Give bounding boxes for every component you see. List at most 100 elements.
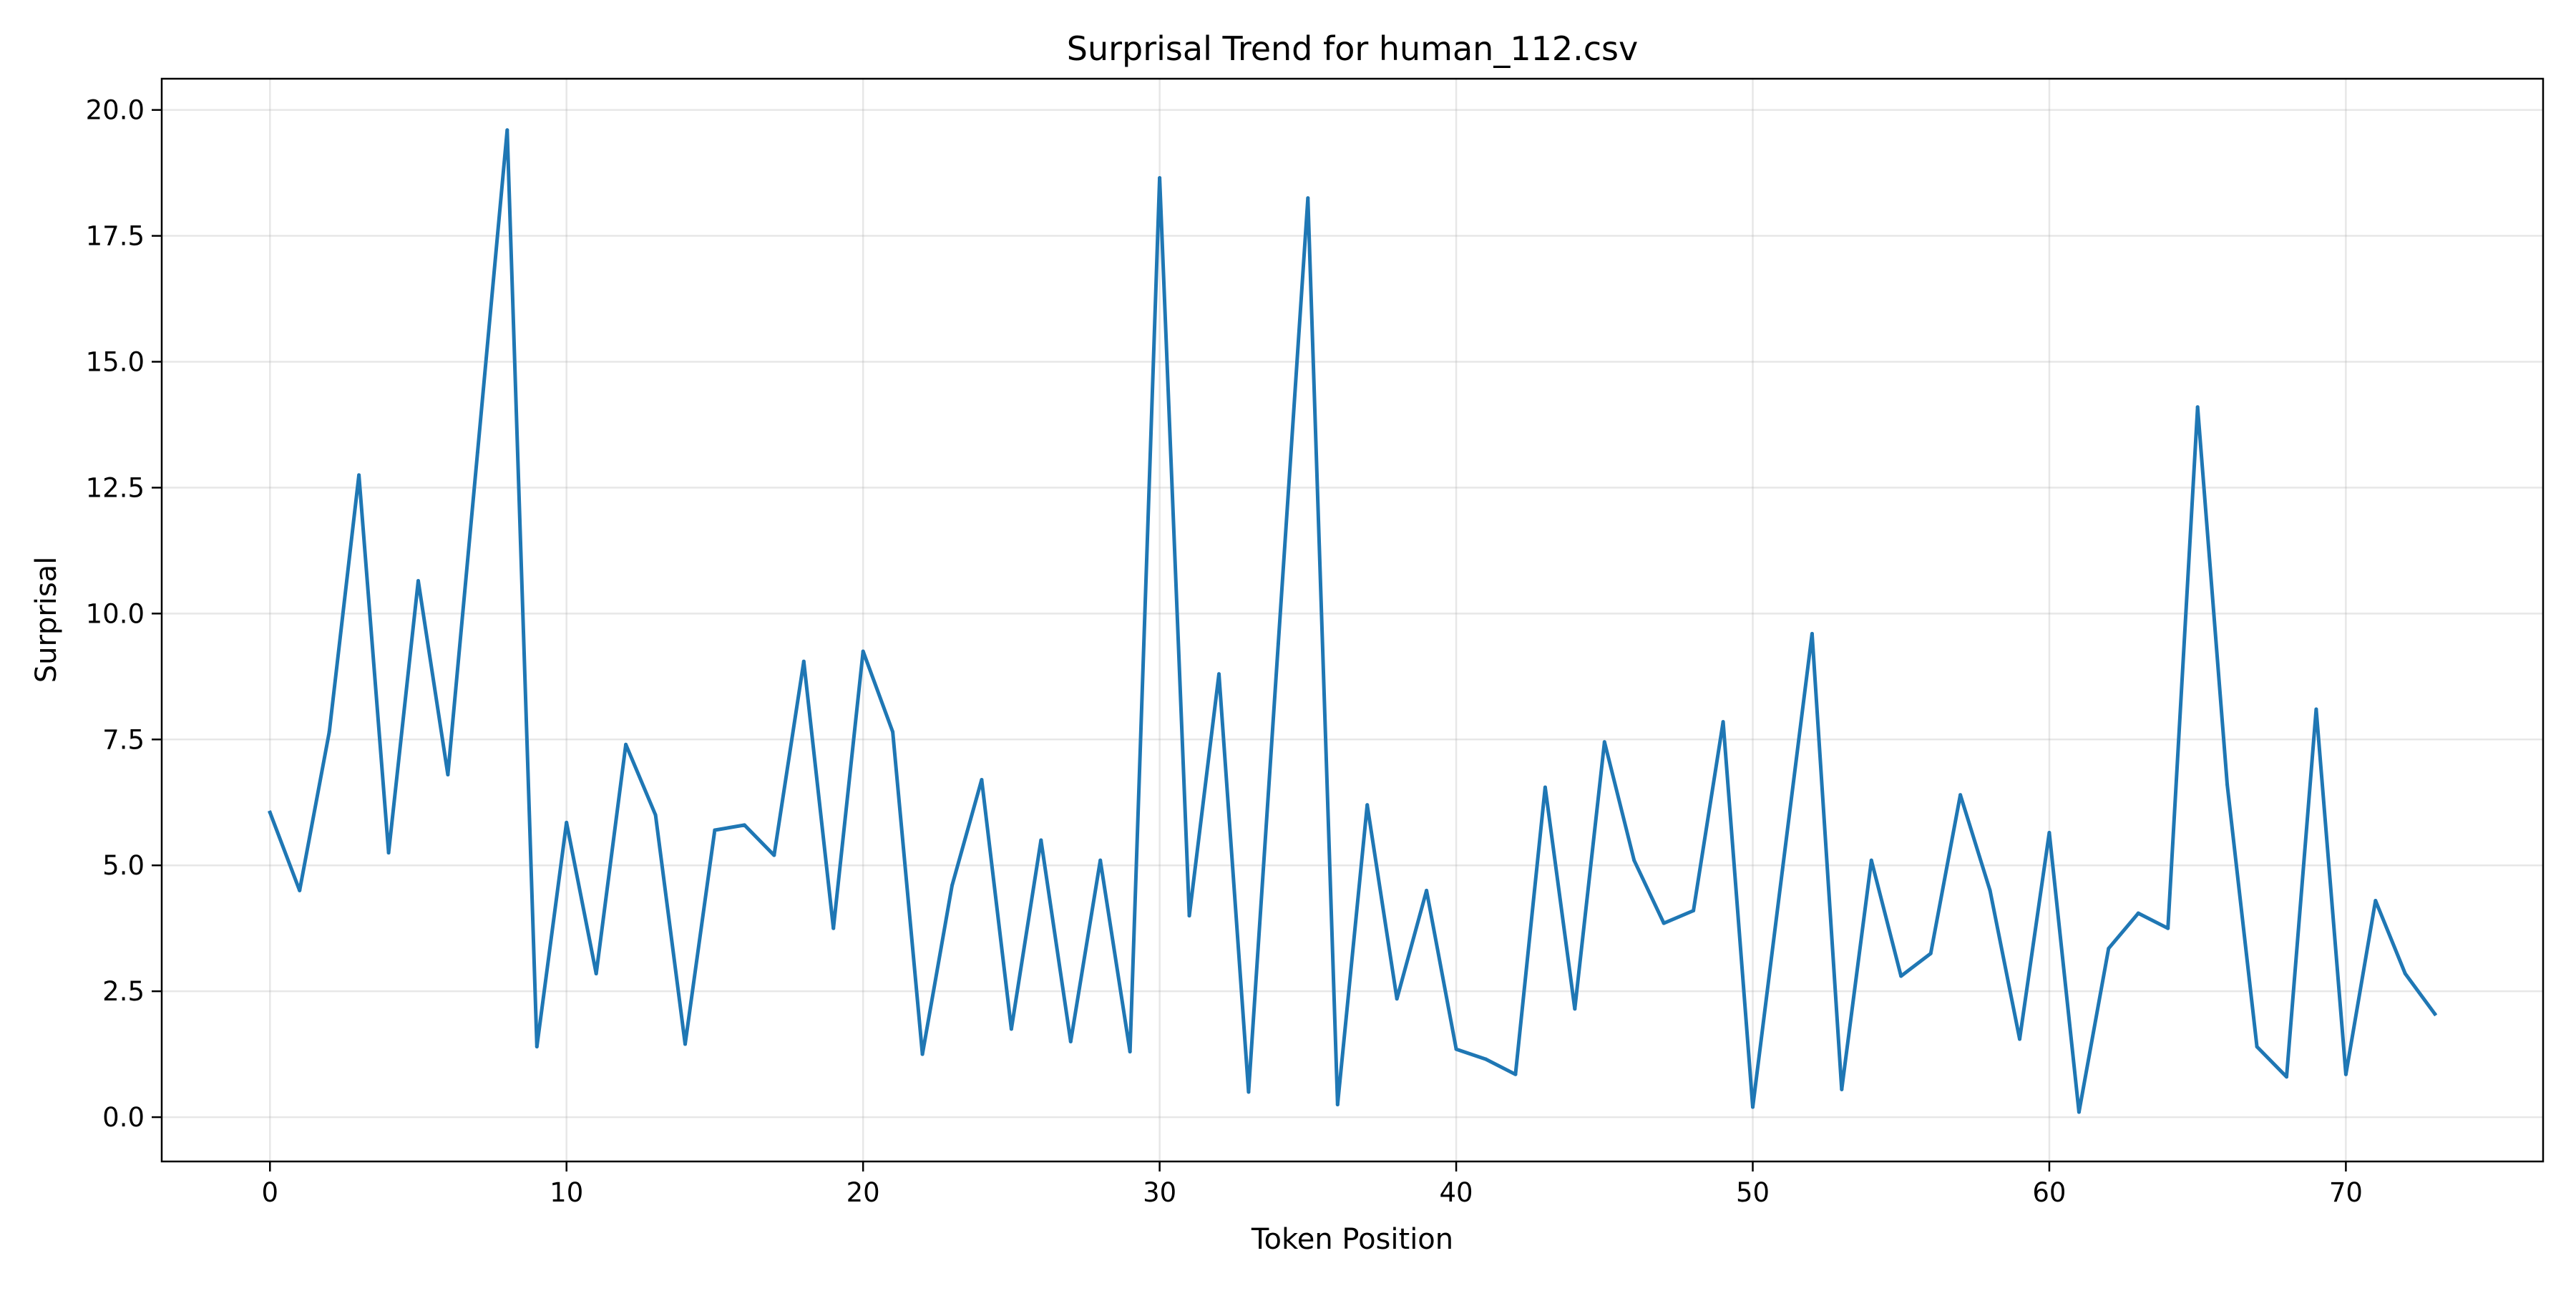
- data-point: [2047, 830, 2051, 834]
- data-point: [1246, 1090, 1251, 1094]
- data-point: [1692, 909, 1696, 913]
- y-tick-label: 0.0: [102, 1102, 145, 1133]
- data-point: [980, 778, 984, 782]
- x-tick-label: 20: [847, 1177, 880, 1208]
- data-point: [1068, 1040, 1073, 1044]
- data-point: [2195, 405, 2200, 409]
- data-point: [2136, 911, 2140, 915]
- data-point: [1158, 176, 1162, 180]
- data-point: [2373, 898, 2378, 902]
- data-point: [950, 883, 954, 887]
- data-point: [653, 813, 658, 817]
- data-point: [535, 1045, 539, 1049]
- data-point: [1484, 1057, 1488, 1061]
- data-point: [1543, 785, 1547, 789]
- data-point: [1632, 858, 1636, 862]
- data-point: [920, 1052, 924, 1056]
- data-point: [2285, 1075, 2289, 1079]
- data-point: [624, 742, 628, 746]
- data-point: [1335, 1102, 1340, 1106]
- data-point: [2077, 1110, 2081, 1114]
- data-point: [1128, 1050, 1132, 1054]
- x-tick-label: 50: [1736, 1177, 1770, 1208]
- x-tick-label: 40: [1440, 1177, 1473, 1208]
- data-point: [475, 450, 479, 454]
- data-point: [1098, 858, 1103, 862]
- y-tick-label: 12.5: [86, 472, 145, 503]
- data-point: [2225, 783, 2230, 787]
- data-point: [446, 773, 450, 777]
- data-point: [565, 820, 569, 824]
- chart-title: Surprisal Trend for human_112.csv: [1067, 29, 1638, 68]
- data-point: [2018, 1037, 2022, 1041]
- x-axis: 0 10 20 30 40 50 60 70: [261, 1161, 2363, 1208]
- plot-frame: [160, 77, 2545, 1163]
- y-tick-label: 15.0: [86, 346, 145, 377]
- data-point: [1365, 803, 1370, 807]
- data-point: [1009, 1027, 1013, 1031]
- data-point: [357, 473, 361, 477]
- data-point: [2107, 946, 2111, 950]
- data-point: [2403, 972, 2407, 976]
- data-point: [1869, 858, 1873, 862]
- data-point: [1187, 914, 1191, 918]
- data-point: [861, 649, 865, 653]
- data-point: [1216, 672, 1221, 676]
- data-point: [1840, 1087, 1844, 1091]
- y-tick-label: 5.0: [102, 850, 145, 881]
- data-point: [1928, 951, 1933, 955]
- data-point: [1513, 1072, 1518, 1076]
- data-point: [416, 579, 420, 583]
- data-point: [1751, 1105, 1755, 1109]
- data-point: [891, 730, 895, 734]
- data-point: [1721, 720, 1725, 724]
- y-tick-label: 20.0: [86, 95, 145, 126]
- data-point: [2314, 707, 2318, 711]
- x-tick-label: 10: [550, 1177, 583, 1208]
- y-axis: 0.0 2.5 5.0 7.5 10.0 12.5 15.0 17.5 20.0: [86, 95, 162, 1133]
- data-point: [386, 851, 391, 855]
- data-point: [1988, 888, 1992, 892]
- data-point: [2343, 1072, 2348, 1076]
- data-point: [831, 926, 836, 930]
- y-tick-label: 7.5: [102, 724, 145, 755]
- data-point: [683, 1042, 687, 1046]
- data-point: [327, 730, 331, 734]
- y-tick-label: 17.5: [86, 221, 145, 252]
- data-point: [594, 972, 598, 976]
- data-point: [1454, 1047, 1458, 1051]
- x-tick-label: 60: [2032, 1177, 2066, 1208]
- data-point: [1810, 632, 1814, 636]
- y-axis-title: Surprisal: [30, 557, 63, 683]
- data-point: [298, 888, 302, 892]
- data-point: [1899, 974, 1903, 978]
- x-axis-title: Token Position: [1251, 1223, 1453, 1256]
- data-point: [1276, 642, 1280, 646]
- data-point: [1425, 888, 1429, 892]
- y-tick-label: 2.5: [102, 976, 145, 1007]
- data-point: [1780, 868, 1785, 872]
- x-tick-label: 0: [261, 1177, 278, 1208]
- data-point: [1039, 838, 1043, 842]
- data-point: [2166, 926, 2170, 930]
- data-point: [1306, 196, 1310, 200]
- data-point: [713, 828, 717, 832]
- data-point: [1573, 1007, 1577, 1011]
- data-point: [1602, 740, 1606, 744]
- data-point: [2433, 1012, 2437, 1016]
- x-tick-label: 30: [1143, 1177, 1176, 1208]
- data-point: [772, 853, 776, 857]
- data-point: [1958, 793, 1963, 797]
- data-point: [742, 823, 746, 827]
- grid: [162, 79, 2543, 1161]
- x-tick-label: 70: [2329, 1177, 2363, 1208]
- data-point: [1395, 997, 1399, 1001]
- series-line: [268, 128, 2438, 1114]
- data-point: [268, 810, 272, 814]
- data-point: [505, 128, 509, 132]
- series-layer: [268, 128, 2438, 1114]
- y-tick-label: 10.0: [86, 598, 145, 629]
